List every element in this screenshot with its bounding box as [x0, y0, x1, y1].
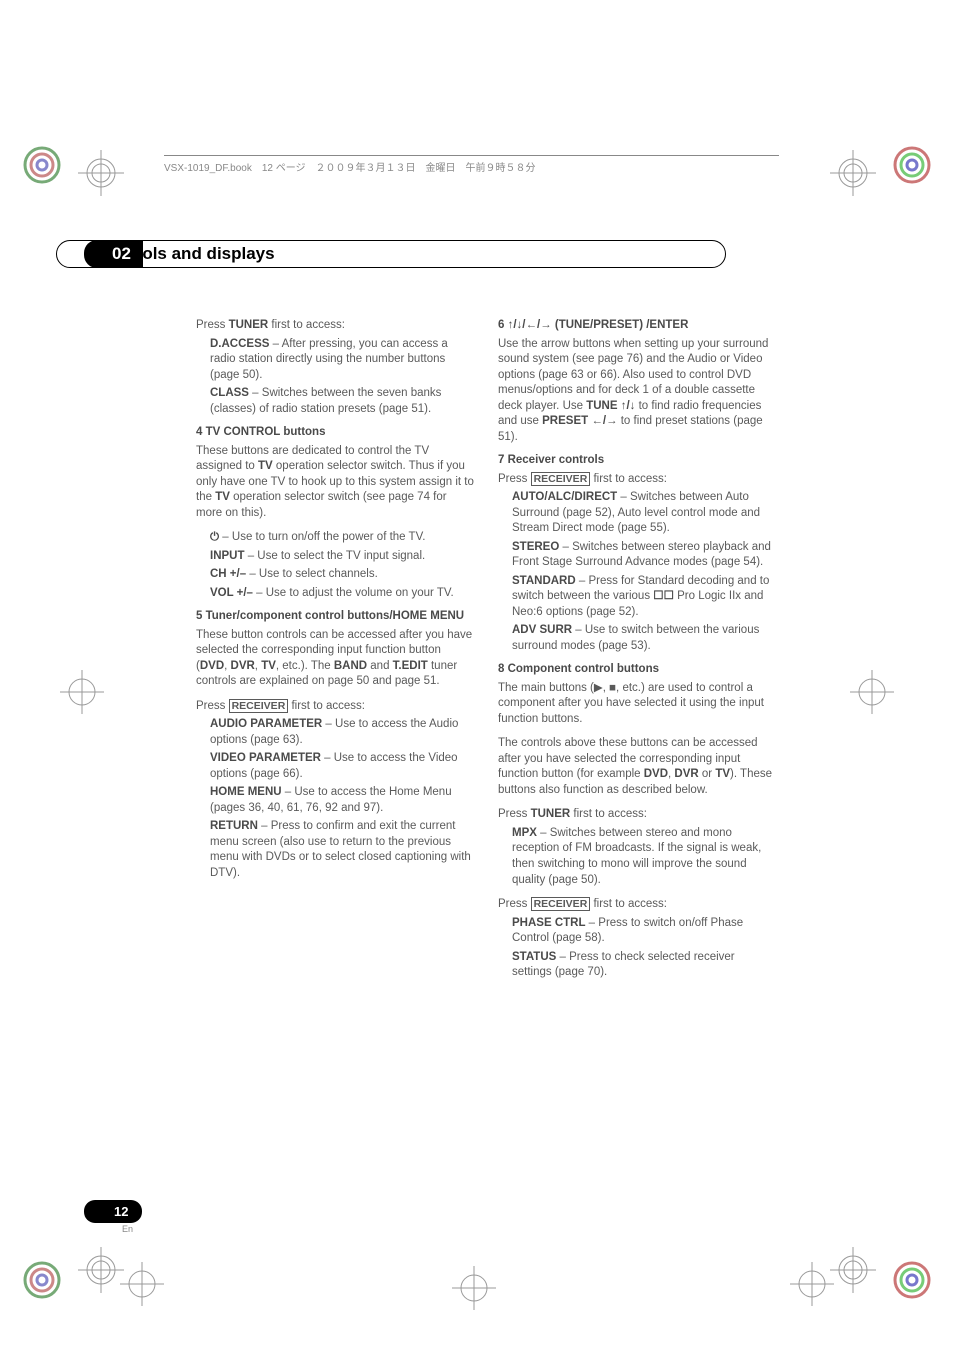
section-8-body2: The controls above these buttons can be … [498, 736, 776, 798]
press-receiver-line-r1: Press RECEIVER first to access: [498, 472, 776, 488]
video-param-item: VIDEO PARAMETER – Use to access the Vide… [196, 751, 474, 782]
right-column: 6 ↑/↓/←/→ (TUNE/PRESET) /ENTER Use the a… [498, 318, 776, 984]
phase-ctrl-item: PHASE CTRL – Press to switch on/off Phas… [498, 916, 776, 947]
section-5-heading: 5 Tuner/component control buttons/HOME M… [196, 609, 474, 625]
color-target-icon [22, 1260, 62, 1300]
standard-item: STANDARD – Press for Standard decoding a… [498, 574, 776, 621]
crop-mark-icon [850, 670, 894, 714]
press-receiver-line: Press RECEIVER first to access: [196, 699, 474, 715]
dolby-icon: ☐☐ [653, 590, 674, 602]
color-target-icon [892, 145, 932, 185]
power-item: ⏻ – Use to turn on/off the power of the … [196, 530, 474, 546]
adv-surr-item: ADV SURR – Use to switch between the var… [498, 623, 776, 654]
section-8-heading: 8 Component control buttons [498, 662, 776, 678]
section-6-body: Use the arrow buttons when setting up yo… [498, 337, 776, 446]
chapter-header: Controls and displays 02 [84, 240, 726, 268]
return-item: RETURN – Press to confirm and exit the c… [196, 819, 474, 881]
color-target-icon [22, 145, 62, 185]
receiver-boxed-label: RECEIVER [531, 897, 591, 911]
ch-item: CH +/– – Use to select channels. [196, 567, 474, 583]
audio-param-item: AUDIO PARAMETER – Use to access the Audi… [196, 717, 474, 748]
daccess-item: D.ACCESS – After pressing, you can acces… [196, 337, 474, 384]
chapter-number-badge: 02 [84, 240, 143, 268]
home-menu-item: HOME MENU – Use to access the Home Menu … [196, 785, 474, 816]
receiver-boxed-label: RECEIVER [229, 699, 289, 713]
press-tuner-line: Press TUNER first to access: [196, 318, 474, 334]
crop-mark-icon [828, 148, 878, 198]
power-icon: ⏻ [210, 531, 219, 543]
section-4-heading: 4 TV CONTROL buttons [196, 425, 474, 441]
color-target-icon [892, 1260, 932, 1300]
section-6-heading: 6 ↑/↓/←/→ (TUNE/PRESET) /ENTER [498, 318, 776, 334]
vol-item: VOL +/– – Use to adjust the volume on yo… [196, 586, 474, 602]
language-code: En [122, 1224, 133, 1234]
section-7-heading: 7 Receiver controls [498, 453, 776, 469]
crop-mark-icon [828, 1245, 878, 1295]
crop-mark-icon [452, 1266, 496, 1310]
doc-header-line: VSX-1019_DF.book 12 ページ ２００９年３月１３日 金曜日 午… [164, 155, 779, 174]
crop-mark-icon [60, 670, 104, 714]
body-content: Press TUNER first to access: D.ACCESS – … [196, 318, 776, 984]
press-tuner-line-r: Press TUNER first to access: [498, 807, 776, 823]
auto-item: AUTO/ALC/DIRECT – Switches between Auto … [498, 490, 776, 537]
crop-mark-icon [76, 148, 126, 198]
receiver-boxed-label: RECEIVER [531, 472, 591, 486]
crop-mark-icon [76, 1245, 126, 1295]
left-column: Press TUNER first to access: D.ACCESS – … [196, 318, 474, 984]
stereo-item: STEREO – Switches between stereo playbac… [498, 540, 776, 571]
page-number-badge: 12 [84, 1200, 142, 1223]
crop-mark-icon [120, 1262, 164, 1306]
section-4-body: These buttons are dedicated to control t… [196, 444, 474, 522]
section-8-body1: The main buttons (▶, ■, etc.) are used t… [498, 681, 776, 728]
mpx-item: MPX – Switches between stereo and mono r… [498, 826, 776, 888]
status-item: STATUS – Press to check selected receive… [498, 950, 776, 981]
crop-mark-icon [790, 1262, 834, 1306]
input-item: INPUT – Use to select the TV input signa… [196, 549, 474, 565]
press-receiver-line-r2: Press RECEIVER first to access: [498, 897, 776, 913]
class-item: CLASS – Switches between the seven banks… [196, 386, 474, 417]
section-5-body: These button controls can be accessed af… [196, 628, 474, 690]
